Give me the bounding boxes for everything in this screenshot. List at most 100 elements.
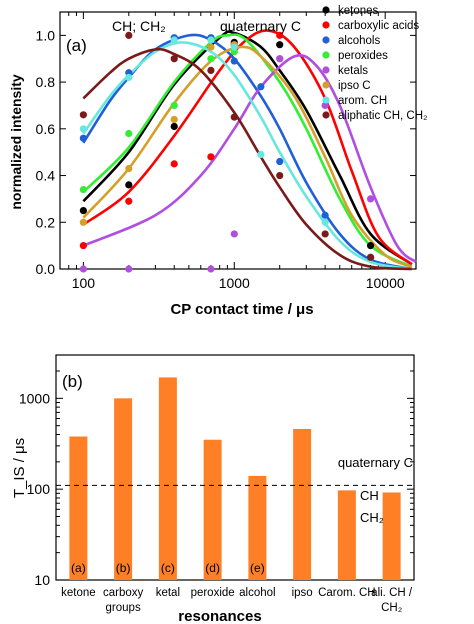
legend-label: ketals: [338, 65, 368, 77]
data-point: [276, 55, 284, 63]
series-curve-1: [82, 29, 413, 266]
bar-label: (d): [205, 561, 220, 575]
reference-line-label: quaternary C: [338, 455, 413, 470]
data-point: [257, 150, 265, 159]
category-label: Carom. CH: [318, 587, 376, 599]
data-point: [207, 153, 215, 161]
bar: [158, 377, 177, 580]
annotation-ch: CH: [360, 488, 379, 503]
b-ytick-label: 100: [27, 481, 51, 497]
data-point: [321, 211, 329, 219]
panel-b-label: (b): [62, 372, 83, 391]
data-point: [125, 129, 133, 138]
category-label: ketal: [156, 587, 180, 599]
data-point: [170, 122, 178, 131]
bar: [114, 398, 133, 580]
data-point: [207, 265, 215, 273]
bar: [203, 439, 222, 580]
b-ytick-label: 10: [34, 572, 50, 588]
legend-label: ipso C: [338, 80, 371, 92]
legend-marker: [322, 21, 330, 29]
category-label: ketone: [61, 587, 96, 599]
data-point: [257, 83, 265, 91]
panel-b-xlabel: resonances: [178, 608, 261, 624]
panel-b-chart: 10 100 1000 ketone carboxy groups ketal peroxid…: [11, 354, 415, 624]
data-point: [207, 43, 215, 51]
a-xtick-label: 1000: [219, 275, 250, 291]
legend-label: aliphatic CH, CH₂: [338, 110, 427, 122]
legend-label: arom. CH: [338, 95, 387, 107]
data-point: [79, 111, 87, 119]
data-point: [321, 101, 329, 110]
data-point: [276, 171, 284, 180]
data-point: [125, 197, 133, 205]
series-curve-3: [82, 33, 413, 268]
data-point: [276, 157, 284, 166]
legend-label: alcohols: [338, 35, 380, 47]
panel-a-plot-frame: [59, 11, 417, 270]
legend-label: peroxides: [338, 50, 388, 62]
data-point: [366, 195, 375, 203]
data-point: [170, 101, 178, 110]
data-point: [125, 164, 133, 173]
bar-label: (b): [116, 561, 131, 575]
b-ytick-label: 1000: [19, 390, 50, 406]
data-point: [230, 43, 238, 51]
data-point: [125, 73, 133, 82]
data-point: [207, 36, 215, 44]
a-xtick-label: 10000: [366, 275, 405, 291]
legend-marker: [322, 51, 330, 59]
category-label: peroxide: [191, 587, 235, 599]
data-point: [230, 113, 238, 121]
annotation-ch2: CH₂: [360, 510, 384, 525]
category-label: CH₂: [381, 602, 402, 614]
legend-marker: [322, 36, 330, 44]
legend-marker: [322, 81, 330, 89]
panel-b-plot-frame: [55, 354, 415, 581]
data-point: [230, 57, 238, 65]
legend-marker: [322, 96, 330, 104]
series-curve-5: [82, 45, 413, 268]
data-point: [125, 181, 133, 189]
panel-a-chart: 0.0 0.2 0.4 0.6 0.8 1.0 100 1000 10000 (a) CH; C…: [8, 5, 427, 318]
panel-a-xlabel: CP contact time / μs: [170, 301, 313, 318]
data-point: [79, 265, 87, 273]
bar: [293, 428, 312, 580]
legend-marker: [322, 111, 330, 119]
bar: [337, 490, 356, 580]
legend-marker: [322, 66, 330, 74]
bar: [382, 492, 401, 580]
category-label: alcohol: [239, 587, 275, 599]
series-curve-4: [82, 53, 417, 264]
data-point: [79, 125, 87, 133]
data-point: [79, 218, 87, 226]
data-point: [79, 185, 87, 194]
data-point: [170, 160, 178, 168]
data-point: [230, 230, 238, 238]
a-ytick-label: 0.2: [36, 214, 56, 230]
data-point: [321, 218, 329, 226]
legend-marker: [322, 6, 330, 14]
data-point: [207, 55, 215, 63]
data-point: [79, 242, 87, 250]
data-point: [170, 115, 178, 124]
data-point: [79, 206, 87, 215]
data-point: [125, 31, 133, 39]
bar: [69, 436, 88, 580]
category-label: groups: [106, 602, 141, 614]
data-point: [79, 134, 87, 142]
series-curve-7: [82, 47, 412, 271]
annotation-ch-ch2: CH; CH₂: [112, 18, 166, 34]
panel-a-label: (a): [66, 36, 87, 55]
bar-label: (e): [250, 561, 265, 575]
legend-label: carboxylic acids: [338, 20, 419, 32]
data-point: [366, 253, 375, 261]
panel-a-ylabel: normalized intensity: [8, 74, 24, 210]
legend: ketones carboxylic acids alcohols peroxides…: [322, 5, 427, 122]
a-ytick-label: 0.0: [36, 261, 56, 277]
category-label: ali. CH /: [371, 587, 413, 599]
data-point: [170, 55, 178, 63]
a-ytick-label: 0.6: [36, 121, 56, 137]
category-label: ipso: [292, 587, 313, 599]
